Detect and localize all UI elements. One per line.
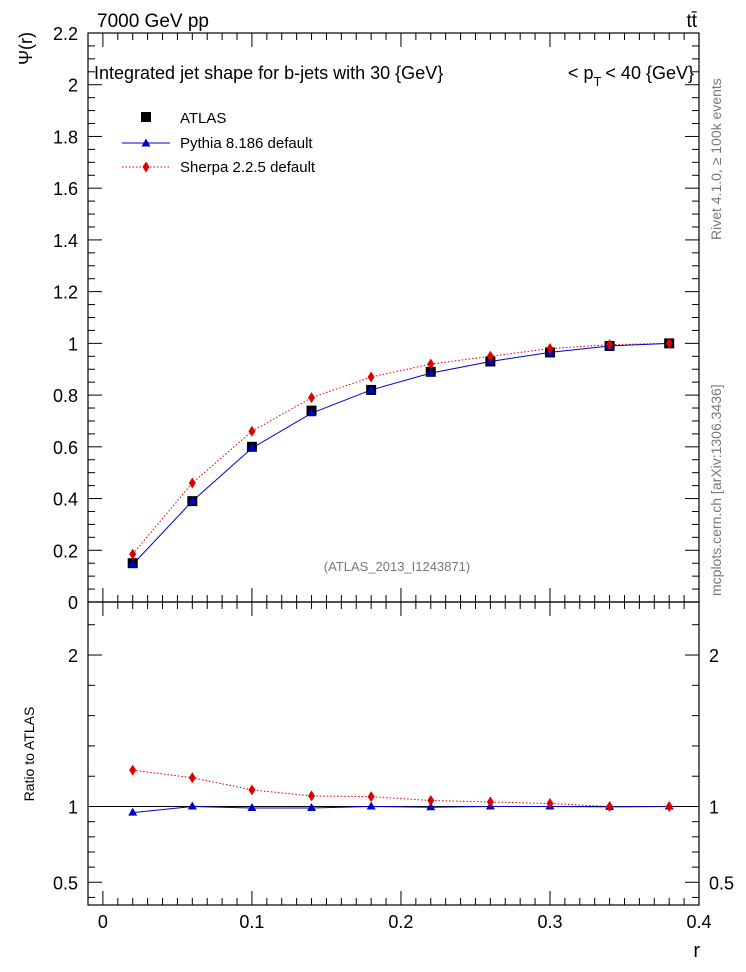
legend-pythia-label: Pythia 8.186 default (180, 135, 313, 152)
sherpa-point (427, 358, 435, 370)
pythia-ratio-point (187, 801, 197, 810)
sherpa-point (606, 339, 614, 351)
y-tick-label-ratio-right: 0.5 (709, 873, 734, 893)
chart-title-right: < pT < 40 {GeV} (568, 63, 694, 89)
sherpa-ratio-point (308, 790, 316, 802)
y-tick-label-main: 1.6 (53, 179, 78, 199)
y-axis-label-ratio: Ratio to ATLAS (21, 707, 37, 802)
y-tick-label-main: 0.2 (53, 541, 78, 561)
sherpa-line (132, 342, 670, 555)
sherpa-point (248, 425, 256, 437)
y-tick-label-main: 0 (68, 593, 78, 613)
y-tick-label-main: 0.6 (53, 438, 78, 458)
y-tick-label-main: 2.2 (53, 24, 78, 44)
axis-ticks (88, 32, 700, 905)
pythia-point (187, 496, 197, 505)
pythia-point (128, 559, 138, 568)
legend-pythia-marker (141, 138, 151, 147)
tick-labels: 0 0.1 0.2 0.3 0.4 0 0.2 0.4 0.6 0.8 1 1.2 1.4 1.6 1.8 2… (53, 24, 734, 932)
chart-title: Integrated jet shape for b-jets with 30 … (94, 63, 443, 83)
y-axis-label-main: Ψ(r) (16, 32, 36, 65)
y-tick-label-main: 1.8 (53, 127, 78, 147)
y-tick-label-ratio: 1 (68, 798, 78, 818)
legend-atlas-label: ATLAS (180, 110, 226, 127)
analysis-label: (ATLAS_2013_I1243871) (324, 559, 470, 574)
sherpa-ratio-point (129, 764, 137, 776)
sherpa-ratio-line (132, 769, 670, 808)
legend-sherpa-marker (142, 161, 150, 173)
legend-atlas-marker (141, 112, 151, 122)
pythia-ratio-point (426, 802, 436, 811)
pythia-point (247, 443, 257, 452)
x-tick-label: 0.1 (239, 912, 264, 932)
y-tick-label-ratio: 2 (68, 646, 78, 666)
series-markers (127, 337, 675, 816)
sherpa-ratio-point (188, 772, 196, 784)
y-tick-label-ratio-right: 2 (709, 646, 719, 666)
pythia-ratio-line (132, 806, 670, 814)
y-tick-label-main: 2 (68, 76, 78, 96)
pythia-point (426, 368, 436, 377)
sherpa-point (308, 392, 316, 404)
sherpa-point (129, 548, 137, 560)
x-tick-label: 0 (98, 912, 108, 932)
pythia-point (307, 408, 317, 417)
pythia-ratio-point (247, 803, 257, 812)
sherpa-ratio-point (427, 794, 435, 806)
x-tick-label: 0.4 (686, 912, 711, 932)
x-tick-label: 0.2 (388, 912, 413, 932)
y-tick-label-main: 0.8 (53, 386, 78, 406)
sherpa-point (367, 371, 375, 383)
y-tick-label-main: 0.4 (53, 490, 78, 510)
header-right: tt̄ (686, 11, 697, 32)
legend: ATLAS Pythia 8.186 default Sherpa 2.2.5 … (122, 110, 316, 176)
y-tick-label-main: 1 (68, 334, 78, 354)
sherpa-point (188, 477, 196, 489)
sherpa-ratio-point (248, 784, 256, 796)
y-tick-label-main: 1.4 (53, 231, 78, 251)
sherpa-point (486, 350, 494, 362)
sherpa-ratio-point (486, 796, 494, 808)
sherpa-ratio-point (546, 797, 554, 809)
legend-sherpa-label: Sherpa 2.2.5 default (180, 159, 316, 176)
series-lines (88, 342, 699, 814)
x-tick-label: 0.3 (537, 912, 562, 932)
y-tick-label-main: 1.2 (53, 283, 78, 303)
sherpa-point (665, 337, 673, 349)
side-label-rivet: Rivet 4.1.0, ≥ 100k events (708, 78, 724, 240)
side-label-mcplots: mcplots.cern.ch [arXiv:1306.3436] (708, 384, 724, 596)
pythia-point (366, 384, 376, 393)
y-tick-label-ratio-right: 1 (709, 798, 719, 818)
ratio-plot-frame (87, 601, 700, 906)
pythia-ratio-point (366, 801, 376, 810)
sherpa-ratio-point (606, 801, 614, 813)
header-left: 7000 GeV pp (97, 11, 209, 32)
sherpa-point (546, 343, 554, 355)
pythia-line (132, 342, 670, 565)
sherpa-ratio-point (665, 801, 673, 813)
y-tick-label-ratio: 0.5 (53, 873, 78, 893)
x-axis-label: r (693, 940, 700, 962)
pythia-ratio-point (307, 803, 317, 812)
pythia-ratio-point (128, 807, 138, 816)
sherpa-ratio-point (367, 791, 375, 803)
